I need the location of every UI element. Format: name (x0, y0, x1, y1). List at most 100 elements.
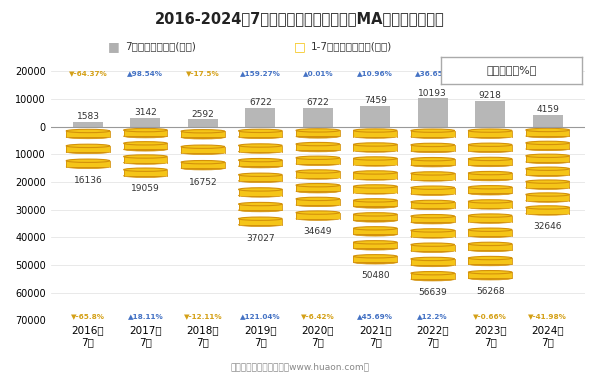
Ellipse shape (239, 203, 282, 206)
Ellipse shape (411, 206, 455, 210)
Bar (418, 98, 448, 126)
Bar (124, 157, 167, 163)
Ellipse shape (411, 192, 455, 195)
Ellipse shape (296, 170, 340, 173)
Bar (469, 244, 512, 250)
Ellipse shape (353, 149, 397, 152)
Text: 4159: 4159 (536, 105, 559, 114)
Ellipse shape (469, 270, 512, 274)
Ellipse shape (353, 255, 397, 258)
Ellipse shape (353, 163, 397, 166)
Ellipse shape (526, 147, 569, 151)
Bar (181, 131, 225, 137)
Ellipse shape (181, 160, 225, 164)
Ellipse shape (124, 155, 167, 158)
Ellipse shape (469, 186, 512, 189)
Ellipse shape (353, 247, 397, 250)
Ellipse shape (66, 159, 110, 162)
Bar (353, 172, 397, 179)
Text: 32646: 32646 (533, 222, 562, 231)
Bar (533, 115, 563, 126)
Bar (469, 187, 512, 193)
Bar (411, 259, 455, 265)
Ellipse shape (469, 263, 512, 266)
Ellipse shape (239, 164, 282, 168)
Text: ▲12.2%: ▲12.2% (418, 313, 448, 319)
Ellipse shape (296, 184, 340, 187)
Bar (526, 207, 569, 213)
Ellipse shape (411, 220, 455, 224)
Text: 16136: 16136 (74, 176, 103, 185)
Ellipse shape (526, 173, 569, 176)
Text: 34649: 34649 (304, 228, 332, 236)
Bar (296, 199, 340, 205)
Ellipse shape (181, 129, 225, 133)
Bar (353, 144, 397, 151)
Text: ▲45.69%: ▲45.69% (357, 313, 393, 319)
Bar (353, 242, 397, 248)
Bar (296, 158, 340, 164)
Ellipse shape (411, 235, 455, 238)
Bar (469, 230, 512, 236)
Bar (353, 214, 397, 220)
Ellipse shape (239, 179, 282, 182)
Bar (411, 273, 455, 279)
Ellipse shape (353, 233, 397, 236)
Ellipse shape (296, 156, 340, 160)
Bar (469, 173, 512, 179)
Ellipse shape (469, 149, 512, 153)
Bar (469, 258, 512, 264)
Ellipse shape (296, 135, 340, 138)
Ellipse shape (411, 164, 455, 167)
Ellipse shape (239, 150, 282, 153)
Bar (469, 145, 512, 151)
Ellipse shape (353, 177, 397, 180)
Text: 37027: 37027 (246, 234, 275, 243)
Ellipse shape (296, 211, 340, 214)
Ellipse shape (469, 143, 512, 147)
Text: 同比增速（%）: 同比增速（%） (487, 66, 536, 75)
Ellipse shape (353, 261, 397, 264)
Ellipse shape (296, 129, 340, 132)
Ellipse shape (469, 234, 512, 238)
Ellipse shape (411, 186, 455, 189)
Text: ▼-54.88%: ▼-54.88% (528, 70, 567, 76)
Bar (296, 131, 340, 137)
Bar (353, 228, 397, 234)
Text: 7459: 7459 (364, 96, 387, 105)
Text: ▲159.27%: ▲159.27% (240, 70, 281, 76)
Ellipse shape (469, 214, 512, 217)
Ellipse shape (353, 171, 397, 174)
Ellipse shape (469, 163, 512, 167)
Text: 2592: 2592 (191, 110, 214, 119)
Text: ▲10.96%: ▲10.96% (358, 70, 393, 76)
Ellipse shape (124, 174, 167, 178)
Text: ▼-9.56%: ▼-9.56% (473, 70, 507, 76)
Bar (239, 131, 282, 137)
Ellipse shape (353, 157, 397, 160)
Ellipse shape (124, 161, 167, 164)
Bar (411, 159, 455, 165)
Bar (239, 189, 282, 195)
Ellipse shape (124, 168, 167, 171)
Bar (469, 201, 512, 207)
Ellipse shape (239, 135, 282, 139)
Ellipse shape (411, 157, 455, 161)
Ellipse shape (469, 178, 512, 181)
Ellipse shape (66, 129, 110, 133)
Ellipse shape (411, 143, 455, 147)
Text: 制图：华经产业研究院（www.huaon.com）: 制图：华经产业研究院（www.huaon.com） (230, 362, 370, 371)
Text: 1-7月期货成交金额(亿元): 1-7月期货成交金额(亿元) (311, 42, 392, 51)
Ellipse shape (411, 172, 455, 175)
Bar (411, 145, 455, 151)
Bar (239, 160, 282, 166)
Ellipse shape (353, 185, 397, 188)
Ellipse shape (239, 144, 282, 147)
Ellipse shape (66, 150, 110, 154)
Ellipse shape (353, 199, 397, 202)
Text: 10193: 10193 (418, 89, 447, 98)
Bar (296, 185, 340, 191)
Ellipse shape (124, 135, 167, 138)
Ellipse shape (526, 206, 569, 209)
Text: 2016-2024年7月郑州商品交易所甲醇（MA）期货成交金额: 2016-2024年7月郑州商品交易所甲醇（MA）期货成交金额 (155, 11, 445, 26)
